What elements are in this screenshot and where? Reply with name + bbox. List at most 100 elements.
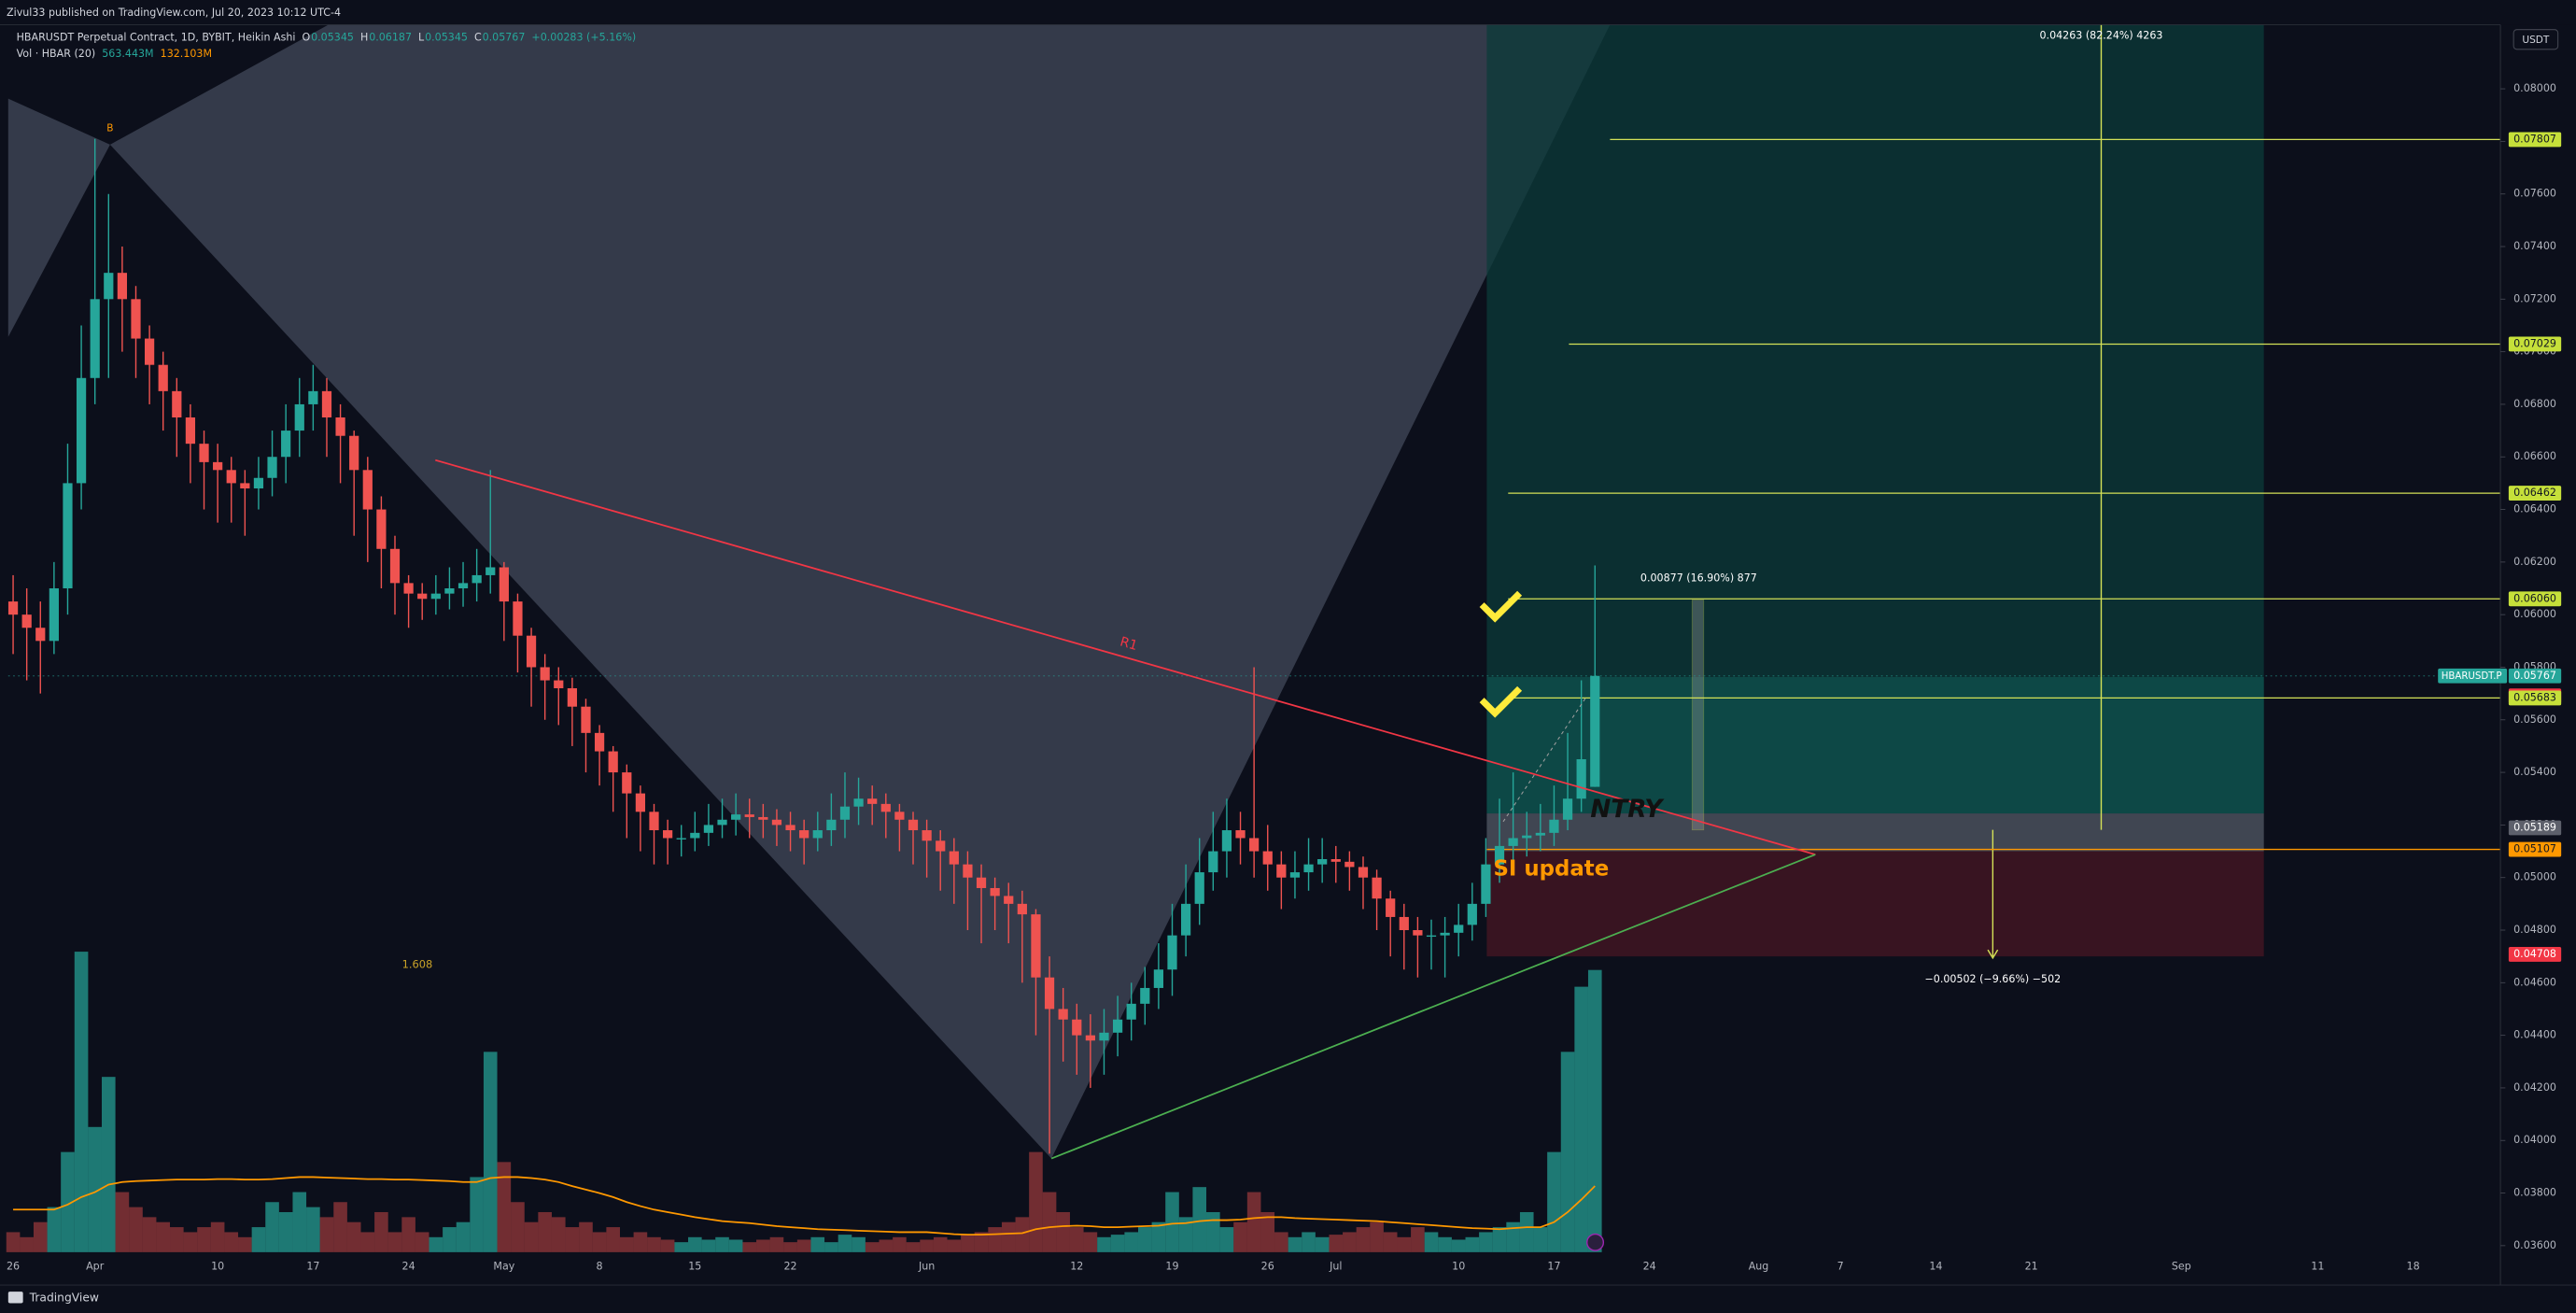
candle-body bbox=[1358, 867, 1369, 878]
volume-bar bbox=[429, 1236, 443, 1252]
volume-bar bbox=[265, 1202, 279, 1252]
price-label: 0.05767 bbox=[2513, 670, 2556, 682]
candle-body bbox=[1262, 851, 1273, 865]
price-label-box bbox=[2508, 486, 2562, 501]
candle-body bbox=[1535, 832, 1545, 836]
candle-body bbox=[1085, 1035, 1095, 1041]
volume-bar bbox=[565, 1227, 580, 1252]
volume-bar bbox=[443, 1227, 457, 1252]
volume-bar bbox=[278, 1211, 293, 1252]
drawings bbox=[7, 24, 2501, 1159]
volume-bar bbox=[1411, 1227, 1425, 1252]
candle-body bbox=[1126, 1003, 1136, 1020]
volume-bar bbox=[1029, 1151, 1043, 1252]
currency-label[interactable]: USDT bbox=[2522, 35, 2550, 46]
candle-body bbox=[963, 864, 973, 878]
volume-bar bbox=[906, 1242, 921, 1252]
candle-body bbox=[1221, 830, 1232, 852]
x-tick-label: 10 bbox=[211, 1261, 224, 1273]
candle-body bbox=[1249, 838, 1260, 852]
candle-body bbox=[1440, 932, 1450, 936]
candle-body bbox=[662, 830, 673, 839]
candle-body bbox=[49, 588, 59, 642]
candle-body bbox=[1044, 977, 1055, 1009]
volume-bar bbox=[346, 1221, 361, 1252]
price-label-box bbox=[2508, 820, 2562, 836]
candle-body bbox=[1153, 969, 1164, 988]
candle-body bbox=[417, 593, 428, 600]
candle-body bbox=[513, 601, 523, 636]
volume-bar bbox=[756, 1239, 770, 1252]
candle-body bbox=[1140, 987, 1150, 1004]
y-tick-label: 0.04400 bbox=[2513, 1029, 2556, 1041]
y-tick-label: 0.06400 bbox=[2513, 503, 2556, 515]
currency-button[interactable] bbox=[2513, 29, 2559, 50]
stop-zone bbox=[1486, 851, 2264, 957]
volume-bar bbox=[524, 1221, 539, 1252]
candle-body bbox=[1031, 914, 1041, 978]
candle-body bbox=[131, 299, 141, 339]
price-label-box bbox=[2508, 336, 2562, 352]
volume-bar bbox=[115, 1192, 130, 1252]
candle-body bbox=[253, 477, 264, 489]
volume-bar bbox=[1219, 1227, 1234, 1252]
candle-body bbox=[403, 583, 414, 594]
volume-bar bbox=[633, 1232, 648, 1252]
volume-bar bbox=[306, 1207, 320, 1252]
volume-bar bbox=[1465, 1236, 1480, 1252]
candle-body bbox=[1112, 1019, 1123, 1033]
volume-bar bbox=[742, 1242, 757, 1252]
candle-body bbox=[104, 273, 114, 300]
arrow-head bbox=[1987, 949, 1999, 960]
candle-body bbox=[540, 667, 550, 681]
volume-bar bbox=[1397, 1236, 1412, 1252]
header-bar bbox=[0, 0, 2576, 25]
x-tick-label: 17 bbox=[306, 1261, 319, 1273]
volume-bar bbox=[852, 1236, 866, 1252]
volume-bar bbox=[1124, 1232, 1138, 1252]
volume-bar bbox=[1069, 1227, 1084, 1252]
candle-body bbox=[213, 461, 223, 471]
volume-bar bbox=[538, 1211, 552, 1252]
candle-body bbox=[1481, 864, 1491, 904]
checkmark bbox=[1479, 685, 1523, 718]
volume-bar bbox=[88, 1126, 102, 1252]
volume-bar bbox=[551, 1217, 566, 1252]
trend-lines: B 1.608 R1 0.04263 (82.24%) 4263 0.00877… bbox=[106, 30, 2163, 1251]
volume-bar bbox=[197, 1227, 211, 1252]
tp-measure-label: 0.00877 (16.90%) 877 bbox=[1640, 572, 1757, 584]
price-label: 0.07029 bbox=[2513, 337, 2556, 349]
volume-bar bbox=[20, 1236, 34, 1252]
volume-bar bbox=[47, 1207, 62, 1252]
volume-bar bbox=[783, 1242, 797, 1252]
volume-bar bbox=[1356, 1227, 1371, 1252]
volume-bar bbox=[1424, 1232, 1439, 1252]
candle-body bbox=[281, 431, 291, 458]
target-measure-label: 0.04263 (82.24%) 4263 bbox=[2040, 30, 2163, 42]
entry-zone bbox=[1486, 813, 2264, 852]
series bbox=[6, 138, 1602, 1252]
volume-bar bbox=[224, 1232, 239, 1252]
volume-bar bbox=[838, 1235, 852, 1252]
volume-bar bbox=[210, 1221, 225, 1252]
candle-body bbox=[376, 509, 387, 549]
candle-body bbox=[526, 635, 537, 668]
volume-bar bbox=[824, 1242, 838, 1252]
candle-body bbox=[949, 851, 959, 865]
stop-measure-label: −0.00502 (−9.66%) −502 bbox=[1925, 973, 2062, 985]
candle-body bbox=[1303, 864, 1314, 873]
volume-bar bbox=[647, 1236, 661, 1252]
candle-body bbox=[990, 887, 1000, 897]
update-text: SI update bbox=[1493, 856, 1609, 881]
volume-bar bbox=[974, 1232, 989, 1252]
x-tick-label: 22 bbox=[784, 1261, 797, 1273]
candle-body bbox=[499, 567, 509, 602]
volume-bar bbox=[319, 1217, 334, 1252]
event-icon[interactable] bbox=[1586, 1233, 1605, 1251]
volume-bar bbox=[1015, 1217, 1030, 1252]
candle-body bbox=[1399, 916, 1409, 931]
volume-bar bbox=[796, 1239, 811, 1252]
x-tick-label: 24 bbox=[402, 1261, 415, 1273]
ohlc-part: O bbox=[303, 31, 311, 43]
x-tick-label: 10 bbox=[1452, 1261, 1465, 1273]
